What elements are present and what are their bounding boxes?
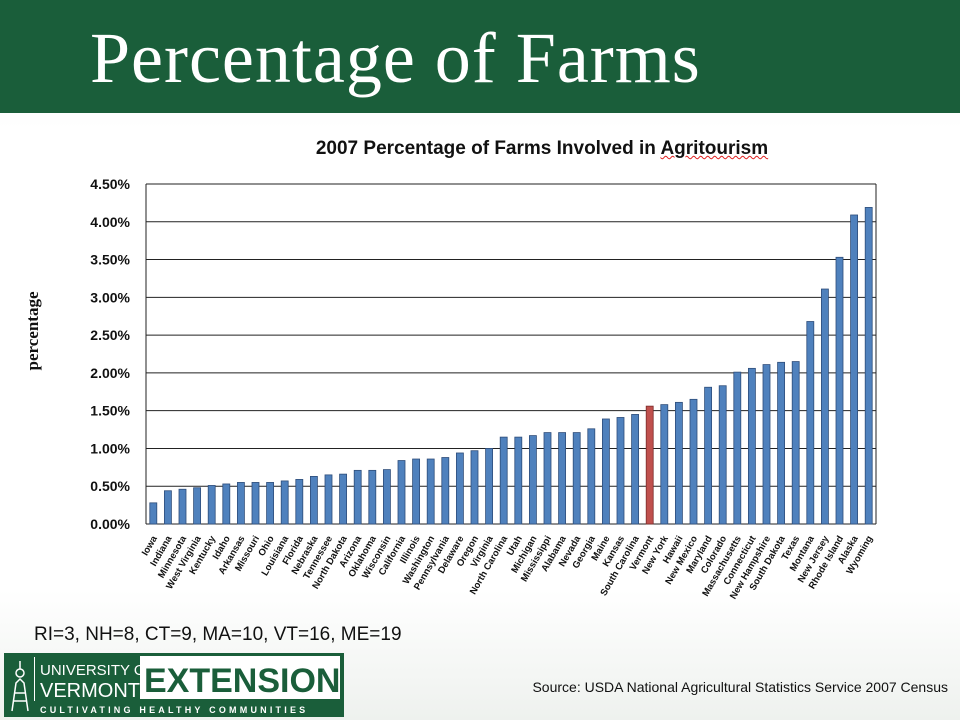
- bar-south-dakota: [777, 361, 786, 525]
- y-tick-label: 3.50%: [90, 252, 130, 268]
- bar-alabama: [558, 432, 567, 525]
- y-tick-label: 2.50%: [90, 327, 130, 343]
- title-banner: Percentage of Farms: [0, 0, 960, 113]
- bar-south-carolina: [631, 414, 640, 525]
- y-tick-label: 0.00%: [90, 516, 130, 532]
- bar-colorado: [718, 385, 727, 525]
- bar-indiana: [163, 490, 172, 525]
- bar-missouri: [251, 482, 260, 525]
- bar-nevada: [572, 432, 581, 525]
- bar-montana: [806, 321, 815, 525]
- bar-hawaii: [674, 401, 683, 525]
- bar-arkansas: [236, 482, 245, 525]
- slide-title: Percentage of Farms: [90, 18, 701, 98]
- bars: [149, 207, 873, 525]
- y-tick-label: 1.00%: [90, 440, 130, 456]
- bar-delaware: [455, 452, 464, 525]
- bar-north-carolina: [499, 436, 508, 525]
- bar-minnesota: [178, 488, 187, 525]
- bar-maryland: [704, 386, 713, 525]
- bar-new-jersey: [820, 288, 829, 525]
- y-tick-label: 0.50%: [90, 478, 130, 494]
- y-tick-label: 3.00%: [90, 289, 130, 305]
- bar-kentucky: [207, 485, 216, 525]
- bar-louisiana: [280, 480, 289, 525]
- uvm-extension-logo: UNIVERSITY OF VERMONT EXTENSION CULTIVAT…: [4, 653, 344, 717]
- bar-west-virginia: [193, 487, 202, 525]
- bar-idaho: [222, 483, 231, 525]
- y-tick-label: 2.00%: [90, 365, 130, 381]
- bar-illinois: [412, 458, 421, 525]
- bar-vermont: [645, 405, 654, 525]
- bar-connecticut: [747, 367, 756, 525]
- logo-line1: UNIVERSITY OF: [40, 662, 155, 679]
- bar-ohio: [266, 482, 275, 525]
- chart-title-word: Agritourism: [660, 138, 769, 159]
- bar-rhode-island: [835, 256, 844, 525]
- y-tick-label: 4.00%: [90, 214, 130, 230]
- bar-tennessee: [324, 474, 333, 525]
- bar-mississippi: [543, 432, 552, 525]
- bar-oklahoma: [368, 469, 377, 525]
- state-rank-note: RI=3, NH=8, CT=9, MA=10, VT=16, ME=19: [34, 624, 402, 645]
- bar-new-hampshire: [762, 364, 771, 525]
- bar-iowa: [149, 502, 158, 525]
- bar-pennsylvania: [441, 457, 450, 525]
- y-axis-label: percentage: [23, 291, 42, 370]
- bar-arizona: [353, 469, 362, 525]
- bar-georgia: [587, 428, 596, 525]
- bar-wisconsin: [382, 469, 391, 525]
- chart-title-prefix: 2007 Percentage of Farms Involved in: [315, 138, 661, 159]
- bar-washington: [426, 458, 435, 525]
- source-citation: Source: USDA National Agricultural Stati…: [532, 679, 948, 695]
- bar-north-dakota: [339, 473, 348, 525]
- logo-line2: VERMONT: [40, 680, 140, 702]
- logo-word: EXTENSION: [144, 662, 340, 700]
- bar-kansas: [616, 417, 625, 525]
- y-tick-label: 1.50%: [90, 403, 130, 419]
- logo-tagline: CULTIVATING HEALTHY COMMUNITIES: [40, 705, 308, 715]
- bar-wyoming: [864, 207, 873, 525]
- chart-title: 2007 Percentage of Farms Involved in Agr…: [0, 138, 960, 160]
- y-tick-label: 4.50%: [90, 176, 130, 192]
- bar-new-mexico: [689, 398, 698, 525]
- bar-oregon: [470, 450, 479, 525]
- bar-maine: [601, 418, 610, 525]
- bar-texas: [791, 361, 800, 525]
- bar-virginia: [485, 448, 494, 525]
- bar-utah: [514, 436, 523, 525]
- bar-florida: [295, 479, 304, 525]
- lamp-icon: [11, 661, 29, 712]
- bar-california: [397, 460, 406, 525]
- bar-massachusetts: [733, 371, 742, 525]
- bar-alaska: [850, 214, 859, 525]
- bar-michigan: [528, 435, 537, 525]
- y-tick-labels: 0.00% 0.50% 1.00% 1.50% 2.00% 2.50% 3.00% 3.50%…: [90, 176, 130, 532]
- bar-nebraska: [309, 475, 318, 525]
- bar-new-york: [660, 404, 669, 525]
